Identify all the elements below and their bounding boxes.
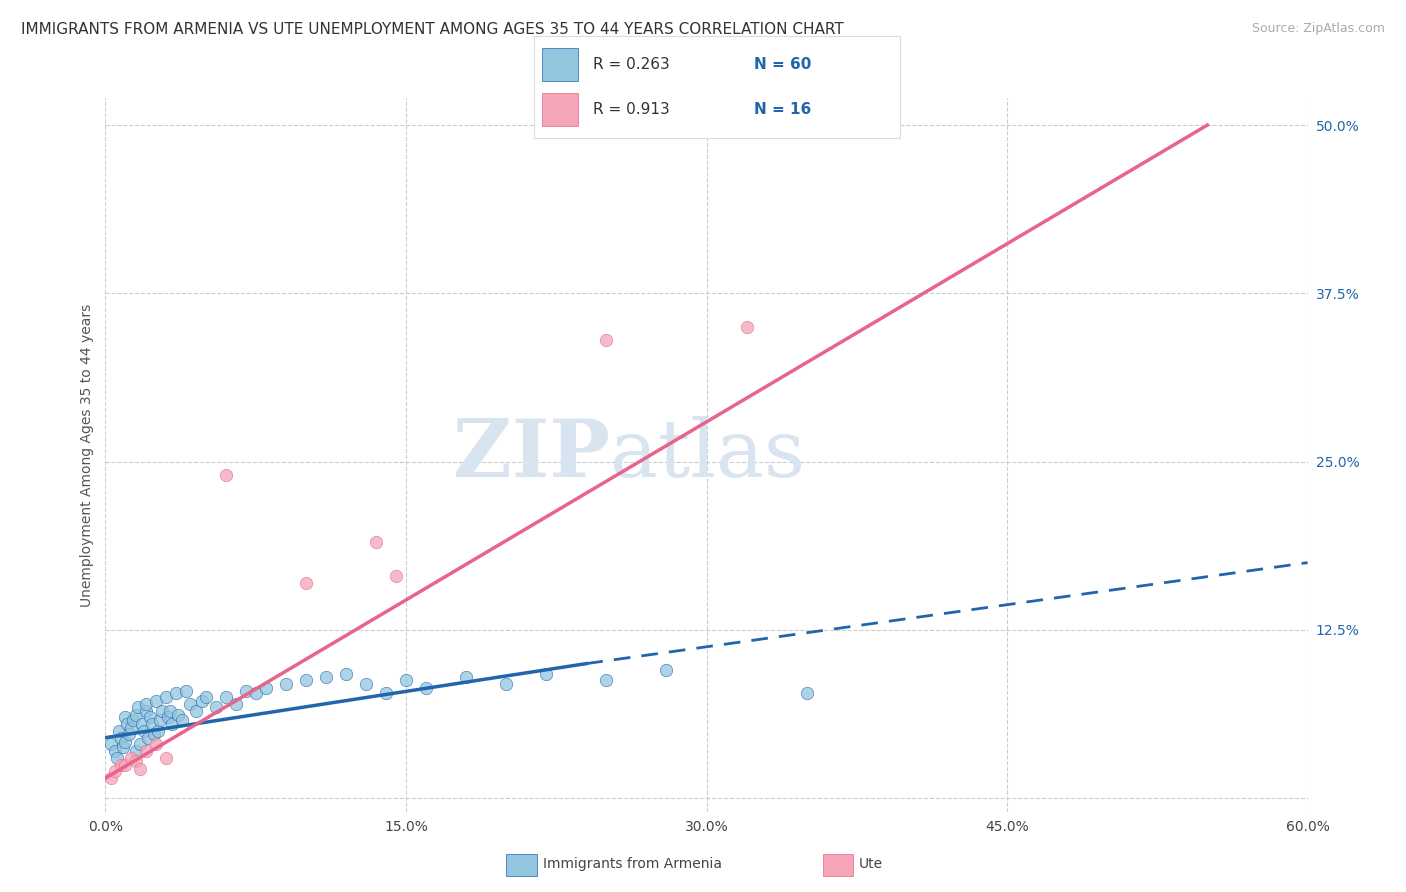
Point [148, 713, 170, 727]
Point [100, 738, 122, 752]
Point [107, 751, 129, 765]
Point [100, 771, 122, 785]
Point [354, 677, 377, 691]
Y-axis label: Unemployment Among Ages 35 to 44 years: Unemployment Among Ages 35 to 44 years [80, 303, 94, 607]
Point [131, 717, 153, 731]
Point [155, 690, 177, 705]
Point [136, 731, 159, 745]
Point [184, 704, 207, 718]
Point [495, 677, 517, 691]
Point [128, 738, 150, 752]
Point [190, 694, 212, 708]
Point [114, 757, 136, 772]
Point [117, 717, 139, 731]
Text: Source: ZipAtlas.com: Source: ZipAtlas.com [1251, 22, 1385, 36]
Point [135, 744, 157, 758]
Point [655, 664, 678, 678]
Point [454, 670, 477, 684]
Text: IMMIGRANTS FROM ARMENIA VS UTE UNEMPLOYMENT AMONG AGES 35 TO 44 YEARS CORRELATIO: IMMIGRANTS FROM ARMENIA VS UTE UNEMPLOYM… [21, 22, 844, 37]
Point [179, 697, 201, 711]
Point [225, 697, 247, 711]
Point [112, 740, 135, 755]
Point [135, 697, 157, 711]
Point [155, 751, 177, 765]
Point [374, 686, 398, 700]
Text: N = 60: N = 60 [754, 57, 811, 72]
Point [295, 673, 318, 687]
Point [415, 681, 437, 695]
Text: Ute: Ute [859, 857, 883, 871]
Point [165, 686, 187, 700]
Text: R = 0.263: R = 0.263 [593, 57, 669, 72]
Point [245, 686, 267, 700]
Point [534, 667, 557, 681]
Point [114, 735, 136, 749]
Point [122, 713, 145, 727]
Point [128, 762, 150, 776]
Point [295, 575, 318, 590]
Point [595, 334, 617, 348]
Point [385, 569, 408, 583]
Text: Immigrants from Armenia: Immigrants from Armenia [543, 857, 721, 871]
Point [595, 673, 617, 687]
Point [160, 717, 183, 731]
Point [104, 764, 127, 779]
Point [235, 683, 257, 698]
Point [110, 757, 132, 772]
Point [150, 704, 173, 718]
Text: ZIP: ZIP [453, 416, 610, 494]
Point [395, 673, 418, 687]
Point [108, 723, 131, 738]
Point [124, 754, 146, 768]
Point [146, 723, 169, 738]
Point [335, 667, 357, 681]
Point [315, 670, 337, 684]
Point [141, 717, 163, 731]
Point [214, 690, 236, 705]
Point [194, 690, 217, 705]
Point [145, 694, 167, 708]
Point [204, 699, 226, 714]
Point [114, 710, 136, 724]
Point [735, 320, 758, 334]
Point [142, 726, 165, 740]
Point [104, 744, 127, 758]
Bar [541, 93, 578, 126]
Point [118, 726, 141, 740]
Point [364, 535, 387, 549]
Point [254, 681, 277, 695]
Point [127, 699, 149, 714]
Point [159, 704, 181, 718]
Bar [541, 48, 578, 81]
Point [166, 707, 188, 722]
Point [170, 713, 193, 727]
Point [174, 683, 197, 698]
Point [214, 468, 236, 483]
Point [110, 731, 132, 745]
Point [796, 686, 818, 700]
Text: atlas: atlas [610, 416, 806, 494]
Point [138, 710, 160, 724]
Text: R = 0.913: R = 0.913 [593, 102, 669, 117]
Point [274, 677, 297, 691]
Point [132, 723, 155, 738]
Point [121, 751, 143, 765]
Point [124, 744, 146, 758]
Point [121, 721, 143, 735]
Point [124, 707, 146, 722]
Point [156, 710, 179, 724]
Point [145, 738, 167, 752]
Point [135, 704, 157, 718]
Text: N = 16: N = 16 [754, 102, 811, 117]
